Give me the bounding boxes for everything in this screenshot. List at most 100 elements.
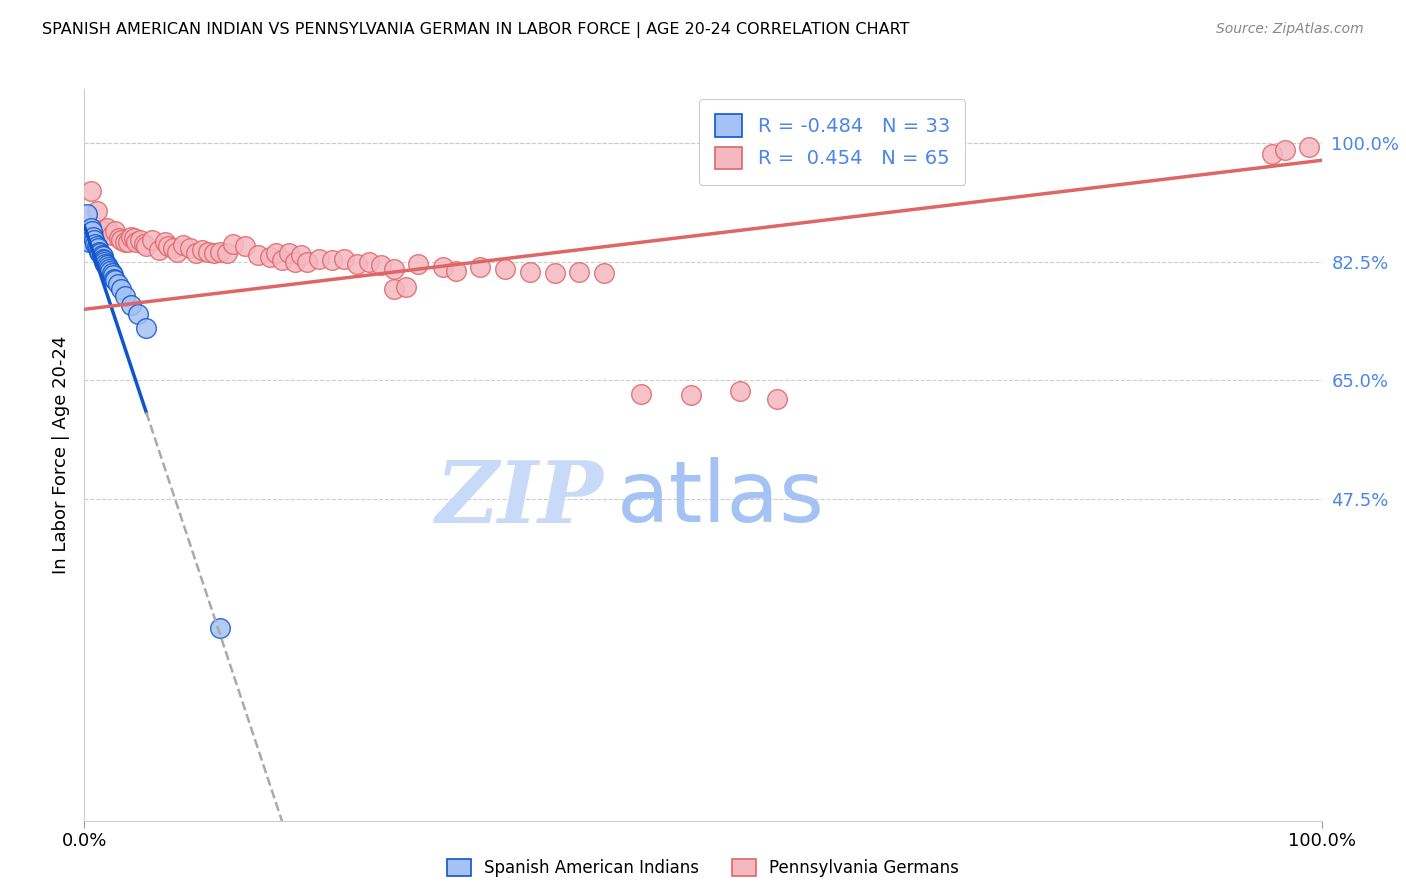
Text: SPANISH AMERICAN INDIAN VS PENNSYLVANIA GERMAN IN LABOR FORCE | AGE 20-24 CORREL: SPANISH AMERICAN INDIAN VS PENNSYLVANIA … — [42, 22, 910, 38]
Point — [766, 392, 789, 407]
Point — [104, 224, 127, 238]
Point — [96, 258, 118, 272]
Point — [122, 231, 145, 245]
Point — [86, 204, 108, 219]
Point — [93, 255, 115, 269]
Point — [233, 239, 256, 253]
Point — [346, 257, 368, 271]
Point — [91, 224, 114, 238]
Point — [87, 241, 110, 255]
Point — [135, 320, 157, 334]
Legend: Spanish American Indians, Pennsylvania Germans: Spanish American Indians, Pennsylvania G… — [440, 852, 966, 884]
Text: atlas: atlas — [616, 458, 824, 541]
Point — [107, 277, 129, 291]
Text: Source: ZipAtlas.com: Source: ZipAtlas.com — [1216, 22, 1364, 37]
Point — [104, 273, 127, 287]
Point — [172, 238, 194, 252]
Point — [246, 248, 269, 262]
Point — [96, 221, 118, 235]
Point — [357, 255, 380, 269]
Point — [89, 246, 111, 260]
Point — [77, 224, 100, 238]
Point — [1274, 143, 1296, 157]
Point — [110, 282, 132, 296]
Point — [117, 235, 139, 249]
Legend: R = -0.484   N = 33, R =  0.454   N = 65: R = -0.484 N = 33, R = 0.454 N = 65 — [699, 99, 966, 185]
Point — [264, 246, 287, 260]
Point — [166, 244, 188, 259]
Point — [97, 260, 120, 274]
Point — [284, 255, 307, 269]
Point — [91, 250, 114, 264]
Point — [295, 255, 318, 269]
Y-axis label: In Labor Force | Age 20-24: In Labor Force | Age 20-24 — [52, 335, 70, 574]
Point — [197, 244, 219, 259]
Point — [94, 257, 117, 271]
Point — [125, 235, 148, 249]
Point — [408, 257, 430, 271]
Point — [568, 265, 591, 279]
Point — [444, 263, 467, 277]
Point — [202, 246, 225, 260]
Point — [90, 248, 112, 262]
Point — [215, 246, 238, 260]
Point — [209, 244, 232, 259]
Point — [1298, 140, 1320, 154]
Point — [370, 258, 392, 272]
Point — [209, 621, 232, 635]
Point — [110, 233, 132, 247]
Point — [333, 252, 356, 266]
Point — [191, 244, 214, 258]
Point — [132, 236, 155, 251]
Point — [103, 272, 125, 286]
Point — [114, 235, 136, 249]
Point — [432, 260, 454, 274]
Point — [86, 239, 108, 253]
Point — [76, 207, 98, 221]
Point — [108, 231, 131, 245]
Point — [157, 239, 180, 253]
Point — [679, 388, 702, 402]
Point — [1261, 146, 1284, 161]
Point — [543, 267, 565, 281]
Point — [382, 282, 405, 296]
Point — [129, 233, 152, 247]
Point — [79, 184, 101, 198]
Point — [100, 227, 122, 242]
Point — [162, 241, 184, 255]
Point — [80, 224, 103, 238]
Point — [82, 230, 104, 244]
Point — [98, 263, 121, 277]
Point — [148, 244, 170, 258]
Point — [79, 235, 101, 249]
Point — [184, 246, 207, 260]
Point — [98, 261, 121, 276]
Point — [259, 250, 281, 264]
Point — [89, 244, 111, 259]
Point — [127, 307, 149, 321]
Point — [519, 265, 541, 279]
Point — [84, 236, 107, 251]
Point — [120, 297, 142, 311]
Point — [593, 267, 616, 281]
Point — [470, 260, 492, 274]
Point — [630, 387, 652, 401]
Point — [382, 261, 405, 276]
Point — [494, 261, 516, 276]
Text: ZIP: ZIP — [436, 457, 605, 541]
Point — [290, 248, 312, 262]
Point — [728, 384, 751, 398]
Point — [91, 252, 114, 266]
Point — [153, 235, 176, 249]
Point — [100, 267, 122, 281]
Point — [308, 252, 330, 266]
Point — [93, 252, 115, 267]
Point — [277, 246, 299, 260]
Point — [271, 252, 294, 267]
Point — [83, 233, 105, 247]
Point — [120, 230, 142, 244]
Point — [101, 268, 124, 283]
Point — [321, 252, 343, 267]
Point — [79, 221, 101, 235]
Point — [395, 280, 418, 294]
